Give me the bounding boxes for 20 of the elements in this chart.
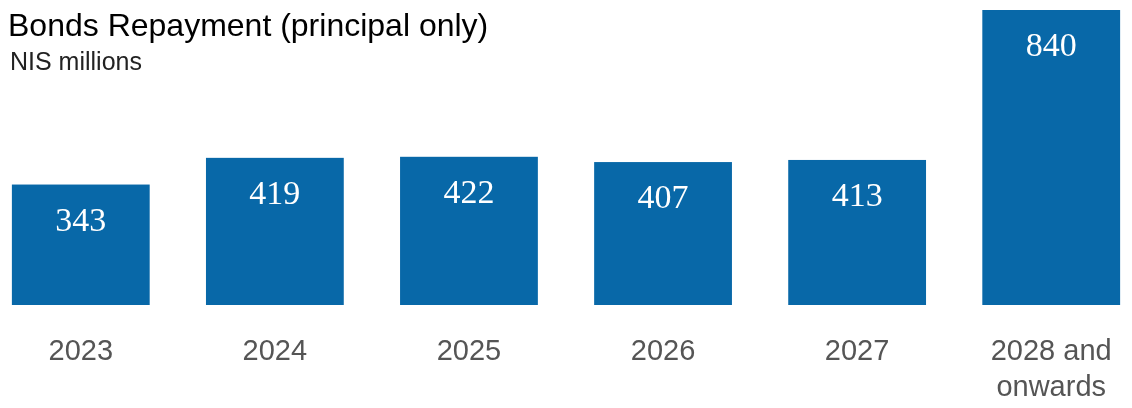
- data-label: 407: [637, 178, 689, 216]
- bar: [400, 156, 538, 305]
- data-label: 419: [249, 173, 301, 211]
- bar: [594, 162, 732, 305]
- bar: [982, 10, 1121, 305]
- x-tick-label: 2028 and onwards: [990, 334, 1112, 402]
- data-label: 840: [1025, 26, 1077, 63]
- data-label: 413: [831, 175, 883, 213]
- data-label: 343: [55, 200, 107, 238]
- x-tick-label: 2024: [242, 334, 308, 366]
- bar: [11, 184, 150, 305]
- x-tick-label: 2023: [48, 334, 114, 366]
- chart-title: Bonds Repayment (principal only): [8, 7, 489, 43]
- text: NIS millions: [10, 47, 142, 75]
- data-label: 422: [443, 172, 495, 210]
- bar: [788, 159, 927, 305]
- x-tick-label: 2026: [630, 334, 696, 366]
- bar: [205, 157, 344, 305]
- x-tick-label: 2025: [436, 334, 502, 366]
- x-tick-label: 2027: [824, 334, 890, 366]
